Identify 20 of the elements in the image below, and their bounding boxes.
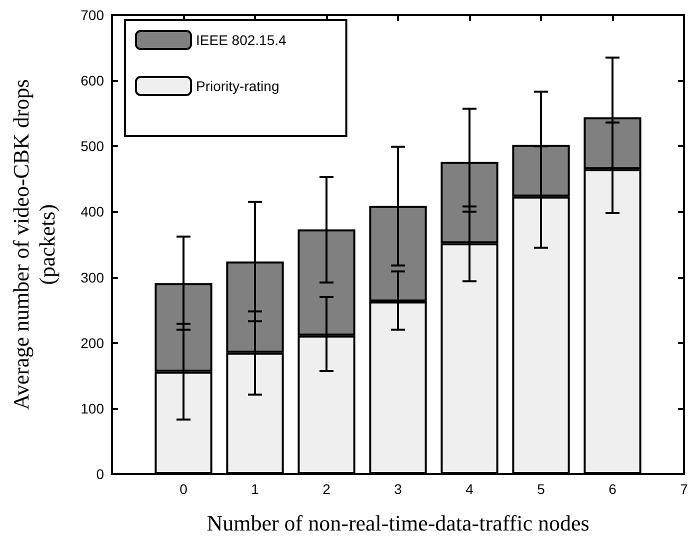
y-axis-title: Average number of video-CBK drops (packets) xyxy=(8,79,60,410)
y-tick-label: 500 xyxy=(80,138,104,154)
y-tick-label: 0 xyxy=(96,466,104,482)
x-tick-label: 7 xyxy=(680,481,688,497)
x-tick-label: 2 xyxy=(322,481,331,497)
y-tick-label: 100 xyxy=(80,400,104,416)
y-tick-label: 200 xyxy=(80,334,104,351)
legend-label: IEEE 802.15.4 xyxy=(196,32,287,48)
y-tick-label: 700 xyxy=(80,7,104,23)
y-tick-label: 600 xyxy=(80,72,104,89)
x-tick-label: 4 xyxy=(466,481,474,497)
y-tick-label: 300 xyxy=(80,269,104,286)
x-tick-label: 1 xyxy=(251,481,260,497)
x-axis-title: Number of non-real-time-data-traffic nodes xyxy=(206,510,590,536)
x-tick-label: 3 xyxy=(394,481,402,497)
x-tick-label: 6 xyxy=(608,481,617,497)
x-tick-label: 0 xyxy=(180,481,188,497)
x-tick-label: 5 xyxy=(537,481,546,497)
y-tick-label: 400 xyxy=(80,204,104,220)
legend-label: Priority-rating xyxy=(196,78,280,94)
